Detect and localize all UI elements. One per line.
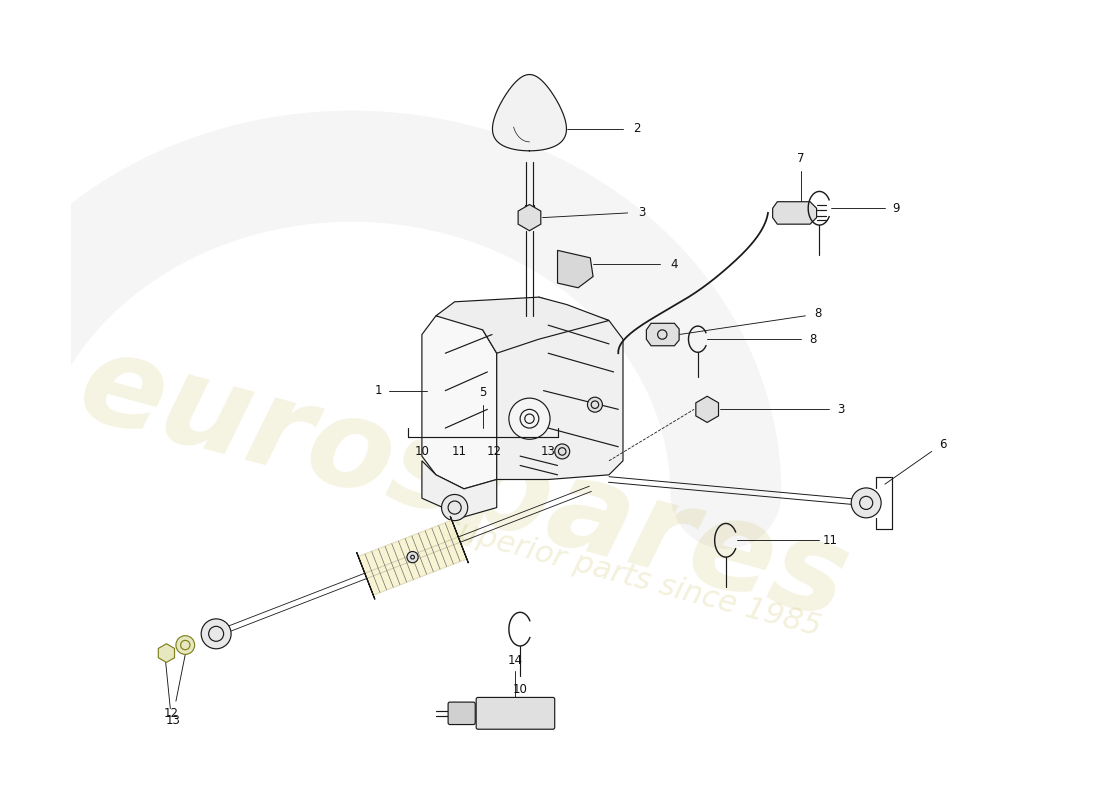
- Text: 4: 4: [671, 258, 679, 271]
- Circle shape: [441, 494, 468, 521]
- Polygon shape: [696, 396, 718, 422]
- Text: 3: 3: [837, 403, 845, 416]
- Text: 10: 10: [513, 683, 528, 697]
- Text: 10: 10: [415, 445, 429, 458]
- Circle shape: [176, 636, 195, 654]
- Text: 12: 12: [486, 445, 502, 458]
- Text: 3: 3: [638, 206, 646, 219]
- Text: 11: 11: [452, 445, 466, 458]
- Polygon shape: [497, 297, 623, 479]
- Polygon shape: [422, 316, 497, 489]
- Text: 8: 8: [814, 307, 822, 321]
- Polygon shape: [359, 521, 466, 595]
- Text: 6: 6: [939, 438, 947, 451]
- Polygon shape: [422, 461, 497, 517]
- Polygon shape: [558, 250, 593, 288]
- Polygon shape: [493, 74, 566, 151]
- Text: 2: 2: [634, 122, 641, 135]
- FancyBboxPatch shape: [476, 698, 554, 730]
- Circle shape: [509, 398, 550, 439]
- Text: eurospares: eurospares: [67, 323, 861, 645]
- Circle shape: [201, 619, 231, 649]
- Text: 14: 14: [508, 654, 522, 666]
- Polygon shape: [158, 644, 175, 662]
- Circle shape: [851, 488, 881, 518]
- Polygon shape: [450, 516, 469, 563]
- Polygon shape: [647, 323, 679, 346]
- Polygon shape: [356, 552, 375, 599]
- Text: 12: 12: [164, 707, 178, 720]
- Text: 11: 11: [823, 534, 838, 546]
- Text: 7: 7: [798, 152, 804, 165]
- Polygon shape: [436, 297, 609, 354]
- Text: 8: 8: [810, 333, 816, 346]
- Circle shape: [407, 551, 418, 562]
- Circle shape: [587, 397, 603, 412]
- Text: 5: 5: [478, 386, 486, 399]
- Polygon shape: [518, 205, 541, 230]
- FancyBboxPatch shape: [448, 702, 475, 725]
- Circle shape: [554, 444, 570, 459]
- Text: superior parts since 1985: superior parts since 1985: [440, 514, 825, 642]
- Polygon shape: [772, 202, 816, 224]
- Text: 9: 9: [892, 202, 900, 214]
- Text: 13: 13: [166, 714, 180, 727]
- Text: 1: 1: [374, 384, 382, 397]
- Text: 13: 13: [541, 445, 556, 458]
